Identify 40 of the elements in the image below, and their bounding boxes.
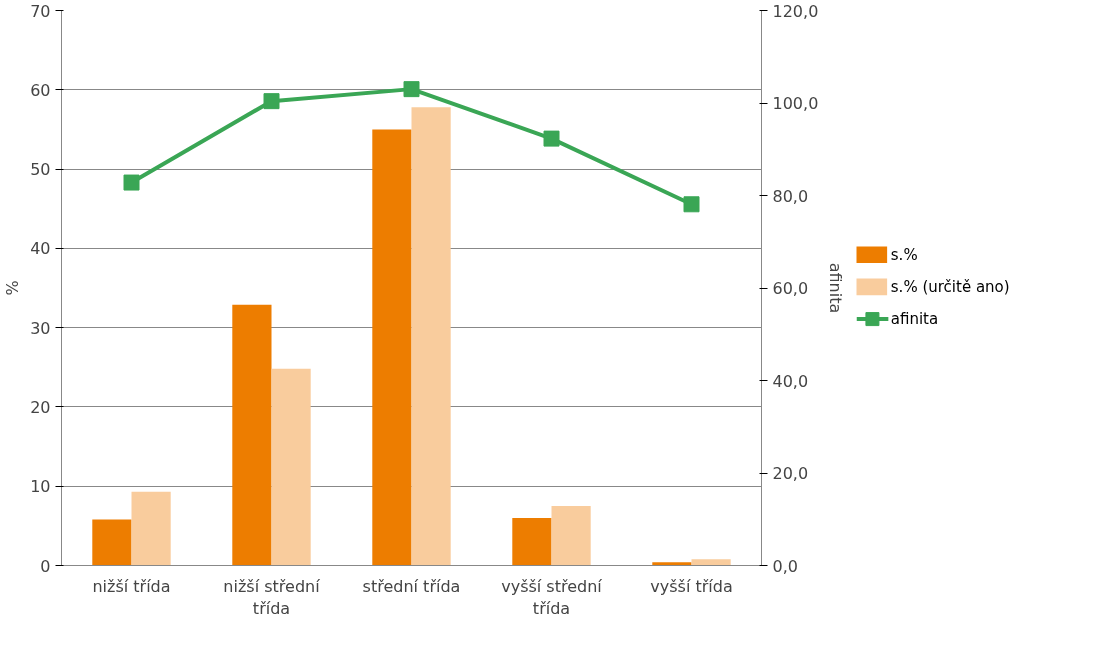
bar bbox=[512, 517, 552, 566]
x-tick-label: nižší střední třída bbox=[223, 576, 321, 619]
y2-tick-label: 120,0 bbox=[772, 1, 819, 21]
y-tick-label: 70 bbox=[30, 1, 51, 21]
legend-label: s.% (určitě ano) bbox=[890, 277, 1010, 296]
y2-tick-label: 20,0 bbox=[772, 464, 809, 483]
y-tick-label: 40 bbox=[30, 239, 51, 259]
y-tick-label: 0 bbox=[40, 556, 51, 576]
bar bbox=[92, 519, 132, 566]
legend-label: s.% bbox=[890, 245, 918, 264]
bar bbox=[131, 491, 171, 566]
x-tick-label: nižší třída bbox=[92, 576, 171, 596]
bar bbox=[271, 368, 311, 566]
y2-tick-label: 80,0 bbox=[772, 186, 809, 206]
y-tick-label: 50 bbox=[30, 160, 51, 180]
x-tick-label: střední třída bbox=[362, 576, 461, 596]
y2-tick-label: 60,0 bbox=[772, 279, 809, 298]
y-axis-title: % bbox=[3, 280, 23, 296]
point bbox=[683, 196, 700, 213]
x-tick-label: vyšší střední třída bbox=[501, 576, 603, 619]
y-tick-label: 30 bbox=[30, 318, 51, 338]
bar bbox=[551, 506, 591, 566]
y-tick-label: 20 bbox=[30, 397, 51, 417]
bar bbox=[372, 129, 412, 566]
point bbox=[263, 93, 280, 110]
point bbox=[123, 174, 140, 191]
y2-tick-label: 40,0 bbox=[772, 371, 809, 391]
point bbox=[543, 130, 560, 147]
bar bbox=[652, 562, 692, 566]
bar bbox=[232, 304, 272, 566]
y2-tick-label: 100,0 bbox=[772, 94, 819, 113]
y-tick-label: 10 bbox=[30, 477, 51, 497]
y2-axis-title: afinita bbox=[826, 262, 846, 314]
y-tick-label: 60 bbox=[30, 80, 51, 100]
point bbox=[403, 81, 420, 98]
bar bbox=[411, 107, 451, 566]
legend-label: afinita bbox=[890, 310, 939, 329]
bar bbox=[691, 559, 731, 566]
x-tick-label: vyšší třída bbox=[650, 576, 733, 596]
y2-tick-label: 0,0 bbox=[772, 556, 798, 576]
